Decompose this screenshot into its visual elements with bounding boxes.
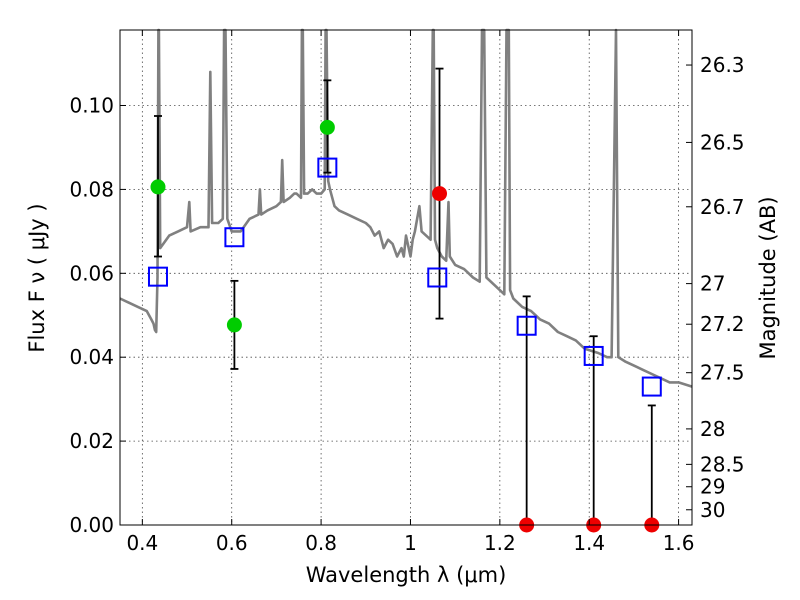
magnitude-tick-label: 30 [700, 498, 725, 522]
y-tick-label: 0.08 [69, 177, 114, 201]
magnitude-tick-label: 26.7 [700, 195, 745, 219]
observed-point [319, 119, 335, 135]
observed-point [150, 179, 166, 195]
y-tick-label: 0.00 [69, 513, 114, 537]
x-axis-ticks: 0.4 0.6 0.8 1 1.2 1.4 1.6 [126, 30, 695, 555]
magnitude-tick-label: 29 [700, 475, 725, 499]
magnitude-tick-label: 26.5 [700, 130, 745, 154]
magnitude-tick-label: 28.5 [700, 452, 745, 476]
observed-point [432, 186, 448, 202]
x-tick-label: 1 [404, 531, 417, 555]
x-axis-label: Wavelength λ (μm) [306, 563, 507, 587]
magnitude-tick-label: 27 [700, 272, 725, 296]
magnitude-axis-label: Magnitude (AB) [756, 196, 780, 359]
model-box [224, 227, 245, 248]
x-tick-label: 0.4 [126, 531, 158, 555]
x-tick-label: 0.8 [305, 531, 337, 555]
magnitude-tick-label: 26.3 [700, 53, 745, 77]
magnitude-tick-label: 27.5 [700, 361, 745, 385]
y-axis-ticks: 0.00 0.02 0.04 0.06 0.08 0.10 [69, 94, 126, 537]
model-box [147, 266, 168, 287]
y-axis-label: Flux F ν ( μJy ) [25, 203, 49, 352]
model-box [317, 157, 338, 178]
x-tick-label: 1.4 [573, 531, 605, 555]
observed-point [226, 317, 242, 333]
x-tick-label: 1.6 [663, 531, 695, 555]
magnitude-tick-label: 27.2 [700, 312, 745, 336]
y-tick-label: 0.06 [69, 261, 114, 285]
x-tick-label: 0.6 [216, 531, 248, 555]
y-tick-label: 0.02 [69, 429, 114, 453]
model-box [641, 376, 662, 397]
spectrum-line [119, 28, 693, 388]
model-box [427, 267, 448, 288]
x-tick-label: 1.2 [484, 531, 516, 555]
y-tick-label: 0.10 [69, 94, 114, 118]
model-layer [147, 157, 662, 397]
spectrum-layer [119, 28, 693, 388]
model-box [516, 315, 537, 336]
magnitude-tick-label: 28 [700, 417, 725, 441]
y-tick-label: 0.04 [69, 345, 114, 369]
model-box [583, 345, 604, 366]
plot-frame [119, 29, 693, 526]
